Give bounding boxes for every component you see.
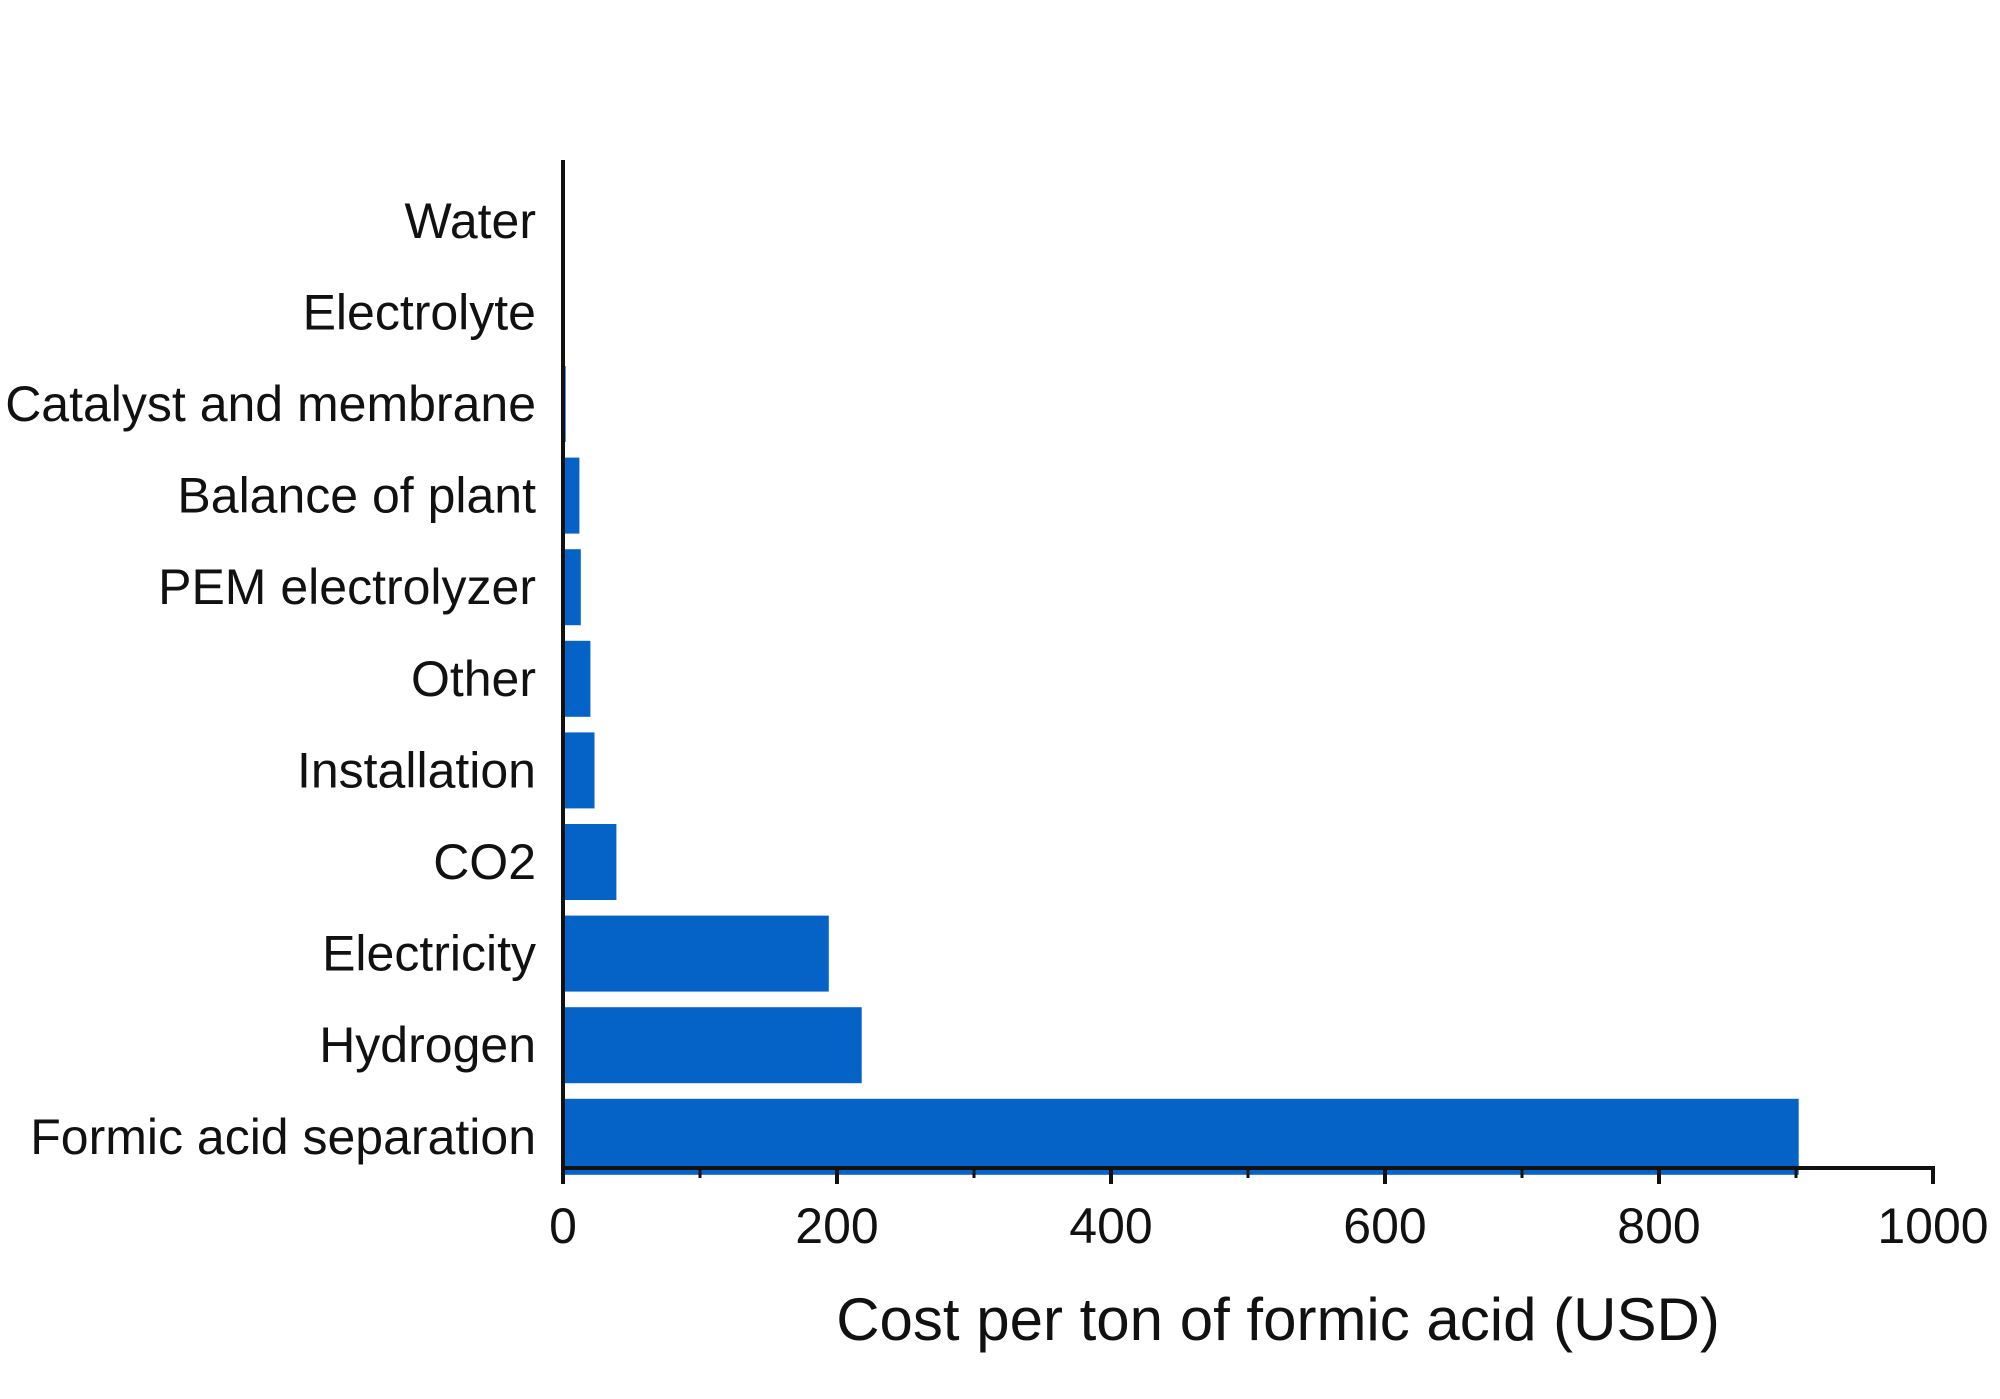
category-labels: Water Electrolyte Catalyst and membrane Bal… — [5, 193, 536, 1165]
category-label: Balance of plant — [177, 468, 536, 524]
category-label: Electricity — [322, 926, 536, 982]
x-tick-label: 600 — [1343, 1198, 1426, 1254]
category-label: Hydrogen — [319, 1017, 536, 1073]
x-tick-label: 800 — [1617, 1198, 1700, 1254]
x-axis-tick-labels: 0 200 400 600 800 1000 — [549, 1198, 1989, 1254]
x-axis-ticks — [561, 1168, 1935, 1184]
category-label: Water — [405, 193, 537, 249]
x-tick-label: 400 — [1069, 1198, 1152, 1254]
category-label: CO2 — [433, 834, 536, 890]
bar — [563, 1098, 1799, 1175]
bar — [563, 457, 580, 534]
category-label: Installation — [297, 742, 536, 798]
x-tick-label: 1000 — [1877, 1198, 1988, 1254]
bar — [563, 824, 617, 900]
bar — [563, 1007, 862, 1084]
bar — [563, 732, 595, 809]
bar — [563, 549, 581, 626]
category-label: Electrolyte — [303, 284, 536, 340]
bar — [563, 915, 829, 992]
x-tick-label: 0 — [549, 1198, 577, 1254]
bars — [563, 366, 1799, 1175]
category-label: Other — [411, 651, 536, 707]
category-label: Formic acid separation — [30, 1109, 536, 1165]
x-axis-title: Cost per ton of formic acid (USD) — [836, 1286, 1720, 1353]
x-tick-label: 200 — [795, 1198, 878, 1254]
category-label: PEM electrolyzer — [158, 559, 536, 615]
category-label: Catalyst and membrane — [5, 376, 536, 432]
bar — [563, 640, 591, 717]
